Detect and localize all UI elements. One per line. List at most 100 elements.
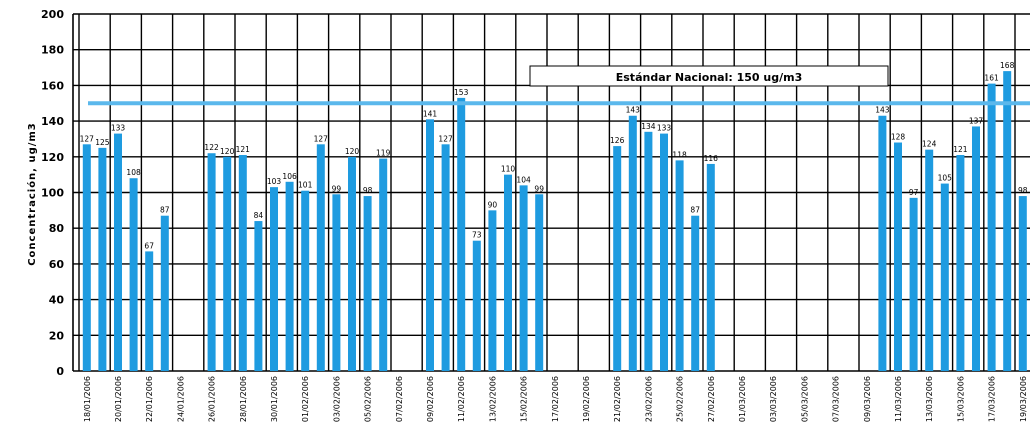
bar <box>254 221 263 371</box>
data-label: 133 <box>111 124 126 133</box>
x-axis: 18/01/2006 20/01/2006 22/01/2006 24/01/2006… <box>83 376 1028 422</box>
bar <box>956 155 965 371</box>
y-tick-label: 80 <box>49 222 65 235</box>
y-tick-label: 120 <box>41 151 64 164</box>
y-tick-label: 160 <box>41 79 64 92</box>
bar <box>628 115 637 372</box>
x-tick-label: 11/03/2006 <box>894 376 903 422</box>
x-tick-label: 11/02/2006 <box>457 376 466 422</box>
x-tick-label: 24/01/2006 <box>176 376 185 422</box>
data-label: 87 <box>690 206 700 215</box>
y-axis-label: Concentración, ug/m3 <box>26 122 38 266</box>
bar <box>1003 71 1012 372</box>
data-label: 127 <box>314 134 329 143</box>
data-label: 118 <box>672 150 687 159</box>
bar <box>270 187 278 371</box>
data-label: 103 <box>267 177 282 186</box>
bar <box>332 194 341 371</box>
x-tick-label: 25/02/2006 <box>676 376 685 422</box>
x-tick-label: 05/02/2006 <box>364 376 373 422</box>
bar <box>972 126 980 371</box>
data-label: 153 <box>454 88 469 97</box>
data-label: 98 <box>1018 186 1028 195</box>
bar <box>504 174 512 371</box>
bar <box>82 144 91 371</box>
standard-annotation: Estándar Nacional: 150 ug/m3 <box>529 65 889 87</box>
bar <box>145 251 154 371</box>
data-label: 137 <box>969 116 984 125</box>
x-tick-label: 21/02/2006 <box>613 376 622 422</box>
data-label: 141 <box>423 109 438 118</box>
bar <box>1018 196 1027 371</box>
data-label: 99 <box>332 184 342 193</box>
bar <box>457 97 466 372</box>
data-label: 134 <box>641 122 656 131</box>
data-label: 133 <box>657 124 672 133</box>
data-label: 161 <box>984 74 999 83</box>
data-label: 67 <box>144 241 154 250</box>
data-label: 97 <box>909 188 919 197</box>
bars <box>82 71 1027 372</box>
y-tick-label: 40 <box>49 294 65 307</box>
bar <box>909 197 918 371</box>
data-label: 104 <box>516 175 531 184</box>
x-tick-label: 09/02/2006 <box>426 376 435 422</box>
x-tick-label: 03/03/2006 <box>769 376 778 422</box>
data-label: 73 <box>472 231 482 240</box>
x-tick-label: 07/02/2006 <box>395 376 404 422</box>
x-tick-label: 15/02/2006 <box>520 376 529 422</box>
x-tick-label: 01/02/2006 <box>301 376 310 422</box>
data-label: 143 <box>875 106 890 115</box>
y-tick-label: 20 <box>49 329 65 342</box>
x-tick-label: 13/02/2006 <box>488 376 497 422</box>
data-label: 119 <box>376 149 391 158</box>
y-tick-label: 200 <box>41 8 64 21</box>
bar <box>675 160 684 371</box>
bar <box>535 194 544 371</box>
bar <box>223 156 232 371</box>
data-label: 90 <box>488 200 498 209</box>
x-tick-label: 18/01/2006 <box>83 376 92 422</box>
data-label: 124 <box>922 140 937 149</box>
data-label: 143 <box>626 106 641 115</box>
data-label: 127 <box>438 134 453 143</box>
bar <box>238 155 247 371</box>
y-tick-label: 100 <box>41 187 64 200</box>
standard-annotation-text: Estándar Nacional: 150 ug/m3 <box>616 71 802 84</box>
bar <box>160 215 169 371</box>
data-label: 116 <box>704 154 719 163</box>
x-tick-label: 19/03/2006 <box>1019 376 1028 422</box>
data-label: 108 <box>126 168 141 177</box>
data-label: 128 <box>891 133 906 142</box>
bar <box>363 196 372 371</box>
data-label: 84 <box>254 211 264 220</box>
x-tick-label: 05/03/2006 <box>800 376 809 422</box>
bar <box>519 185 528 371</box>
bar <box>488 210 497 371</box>
data-label: 106 <box>282 172 297 181</box>
x-tick-label: 17/02/2006 <box>551 376 560 422</box>
data-label: 98 <box>363 186 373 195</box>
x-tick-label: 01/03/2006 <box>738 376 747 422</box>
x-tick-label: 30/01/2006 <box>270 376 279 422</box>
x-tick-label: 07/03/2006 <box>832 376 841 422</box>
bar <box>706 163 715 371</box>
bar <box>940 183 949 371</box>
data-label: 101 <box>298 181 313 190</box>
bar <box>129 178 138 371</box>
bar <box>207 153 216 371</box>
bar <box>316 144 325 371</box>
bar <box>426 119 434 371</box>
data-label: 110 <box>501 165 516 174</box>
data-label: 120 <box>220 147 235 156</box>
data-label: 87 <box>160 206 170 215</box>
bar <box>987 83 996 372</box>
bar <box>472 240 481 371</box>
standard-annotation-box <box>529 65 889 87</box>
x-tick-label: 22/01/2006 <box>145 376 154 422</box>
data-label: 121 <box>236 145 251 154</box>
x-tick-label: 27/02/2006 <box>707 376 716 422</box>
data-label: 105 <box>938 174 953 183</box>
